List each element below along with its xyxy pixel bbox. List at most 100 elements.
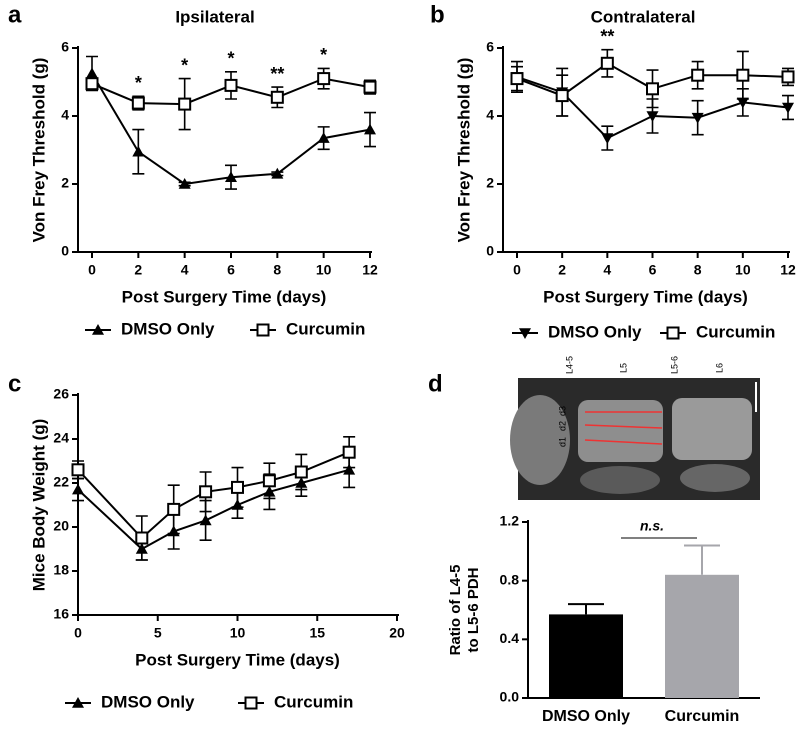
series-line xyxy=(77,451,350,540)
x-tick-label: 4 xyxy=(603,262,611,278)
image-label: L5-6 xyxy=(669,356,679,374)
marker xyxy=(224,78,238,92)
panel-label: a xyxy=(8,1,22,28)
significance-mark: * xyxy=(181,55,188,75)
marker xyxy=(364,123,376,135)
marker xyxy=(131,96,145,110)
marker xyxy=(736,68,750,82)
marker xyxy=(691,112,704,124)
marker xyxy=(317,132,330,143)
y-tick-label: 20 xyxy=(53,518,69,534)
x-tick-label: 2 xyxy=(558,262,566,278)
marker xyxy=(363,80,377,94)
marker xyxy=(736,97,749,109)
image-label: d2 xyxy=(557,421,567,431)
marker xyxy=(132,145,145,157)
legend-label: Curcumin xyxy=(274,692,353,711)
panel-label: c xyxy=(8,370,21,397)
legend-marker xyxy=(256,323,270,337)
x-axis-label: Post Surgery Time (days) xyxy=(122,287,327,306)
y-axis-label: Mice Body Weight (g) xyxy=(29,419,48,592)
marker xyxy=(178,178,191,189)
marker xyxy=(342,445,356,459)
y-tick-label: 2 xyxy=(486,175,494,191)
chart-title: Ipsilateral xyxy=(175,7,254,26)
panel-label: d xyxy=(428,370,443,397)
x-tick-label: 10 xyxy=(316,262,332,278)
y-axis-label: Ratio of L4-5 xyxy=(447,565,464,656)
bar xyxy=(665,574,739,698)
y-tick-label: 4 xyxy=(61,107,69,123)
y-tick-label: 0.4 xyxy=(500,630,520,646)
legend-marker xyxy=(666,326,680,340)
x-tick-label: 0 xyxy=(513,262,521,278)
significance-mark: ** xyxy=(600,26,614,46)
y-axis-label: to L5-6 PDH xyxy=(465,567,482,652)
series-line xyxy=(77,468,350,551)
y-tick-label: 6 xyxy=(486,39,494,55)
y-axis-label: Von Frey Threshold (g) xyxy=(29,58,48,243)
image-label: L4-5 xyxy=(564,356,574,374)
image-label: L6 xyxy=(714,363,724,373)
y-tick-label: 22 xyxy=(53,474,69,490)
marker xyxy=(600,56,614,70)
marker xyxy=(71,463,85,477)
marker xyxy=(271,167,284,179)
y-tick-label: 2 xyxy=(61,175,69,191)
x-tick-label: 8 xyxy=(694,262,702,278)
marker xyxy=(85,77,99,91)
y-tick-label: 0.8 xyxy=(500,571,520,587)
x-tick-label: 6 xyxy=(227,262,235,278)
legend-marker xyxy=(244,696,258,710)
x-axis-label: Post Surgery Time (days) xyxy=(135,650,340,669)
marker xyxy=(231,480,244,494)
marker xyxy=(135,531,149,545)
marker xyxy=(601,133,614,145)
x-tick-label: 5 xyxy=(154,625,162,641)
panel-label: b xyxy=(430,1,445,28)
x-tick-label: 8 xyxy=(273,262,281,278)
significance-mark: * xyxy=(135,73,142,93)
image-label: d3 xyxy=(557,406,567,416)
marker xyxy=(270,90,284,104)
marker xyxy=(199,485,213,499)
marker xyxy=(86,67,98,79)
x-tick-label: 10 xyxy=(230,625,246,641)
xray-bone xyxy=(672,398,752,460)
marker xyxy=(343,463,356,475)
xray-measure xyxy=(584,439,663,445)
legend-marker xyxy=(92,324,104,335)
x-tick-label: 12 xyxy=(780,262,796,278)
significance-label: n.s. xyxy=(640,518,664,534)
y-tick-label: 4 xyxy=(486,107,494,123)
marker xyxy=(782,102,794,114)
x-tick-label: Curcumin xyxy=(665,708,740,725)
x-tick-label: 0 xyxy=(88,262,96,278)
xray-bone xyxy=(510,395,570,485)
marker xyxy=(646,82,659,96)
legend-marker xyxy=(72,697,84,708)
marker xyxy=(72,483,84,495)
x-tick-label: 6 xyxy=(649,262,657,278)
marker xyxy=(262,474,276,488)
image-label: d1 xyxy=(557,437,567,447)
bar xyxy=(549,614,623,698)
legend-label: DMSO Only xyxy=(101,692,195,711)
x-axis-label: Post Surgery Time (days) xyxy=(543,287,748,306)
marker xyxy=(691,68,705,82)
marker xyxy=(781,70,795,84)
xray-bone xyxy=(578,400,663,462)
image-label: L5 xyxy=(618,363,628,373)
significance-mark: ** xyxy=(270,64,284,84)
legend-label: Curcumin xyxy=(696,322,775,341)
y-tick-label: 24 xyxy=(53,430,69,446)
y-tick-label: 18 xyxy=(53,562,69,578)
marker xyxy=(199,514,212,526)
x-tick-label: DMSO Only xyxy=(542,708,630,725)
x-tick-label: 4 xyxy=(181,262,189,278)
legend-marker xyxy=(519,328,531,339)
x-tick-label: 20 xyxy=(389,625,405,641)
marker xyxy=(225,171,237,182)
y-tick-label: 1.2 xyxy=(500,513,520,529)
